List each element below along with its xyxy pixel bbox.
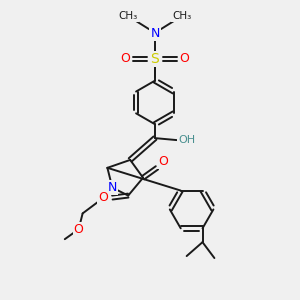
Text: O: O	[120, 52, 130, 65]
Text: O: O	[180, 52, 190, 65]
Text: H: H	[182, 135, 191, 145]
Text: CH₃: CH₃	[172, 11, 191, 21]
Text: O: O	[158, 155, 168, 168]
Text: N: N	[108, 181, 117, 194]
Text: N: N	[150, 27, 160, 40]
Text: O: O	[98, 191, 108, 204]
Text: OH: OH	[178, 135, 195, 145]
Text: O: O	[74, 223, 84, 236]
Text: S: S	[151, 52, 159, 66]
Text: CH₃: CH₃	[118, 11, 138, 21]
